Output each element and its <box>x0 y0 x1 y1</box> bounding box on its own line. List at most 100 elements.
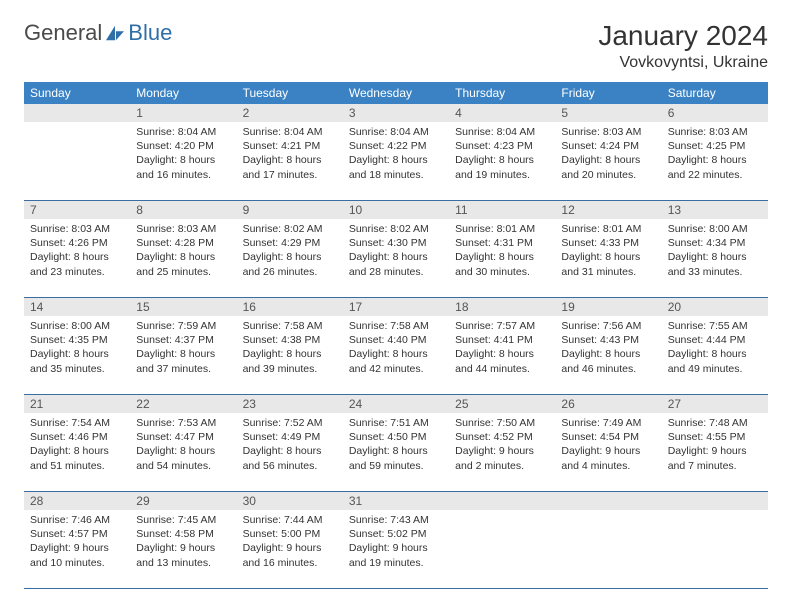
day-info: Sunrise: 7:46 AMSunset: 4:57 PMDaylight:… <box>30 513 124 570</box>
day-info: Sunrise: 7:56 AMSunset: 4:43 PMDaylight:… <box>561 319 655 376</box>
empty-cell <box>24 122 130 200</box>
day-cell: Sunrise: 7:52 AMSunset: 4:49 PMDaylight:… <box>237 413 343 491</box>
day-cell: Sunrise: 7:59 AMSunset: 4:37 PMDaylight:… <box>130 316 236 394</box>
day-info: Sunrise: 7:43 AMSunset: 5:02 PMDaylight:… <box>349 513 443 570</box>
week-row: Sunrise: 7:54 AMSunset: 4:46 PMDaylight:… <box>24 413 768 492</box>
day-info: Sunrise: 8:03 AMSunset: 4:28 PMDaylight:… <box>136 222 230 279</box>
day-cell: Sunrise: 7:48 AMSunset: 4:55 PMDaylight:… <box>662 413 768 491</box>
day-info: Sunrise: 8:01 AMSunset: 4:31 PMDaylight:… <box>455 222 549 279</box>
week-row: Sunrise: 7:46 AMSunset: 4:57 PMDaylight:… <box>24 510 768 589</box>
day-info: Sunrise: 8:00 AMSunset: 4:35 PMDaylight:… <box>30 319 124 376</box>
dow-label: Thursday <box>449 82 555 104</box>
day-info: Sunrise: 8:01 AMSunset: 4:33 PMDaylight:… <box>561 222 655 279</box>
day-info: Sunrise: 8:03 AMSunset: 4:26 PMDaylight:… <box>30 222 124 279</box>
day-cell: Sunrise: 8:02 AMSunset: 4:30 PMDaylight:… <box>343 219 449 297</box>
day-cell: Sunrise: 7:58 AMSunset: 4:38 PMDaylight:… <box>237 316 343 394</box>
day-cell: Sunrise: 8:00 AMSunset: 4:34 PMDaylight:… <box>662 219 768 297</box>
day-number: 14 <box>24 298 130 316</box>
day-number: 16 <box>237 298 343 316</box>
day-cell: Sunrise: 7:55 AMSunset: 4:44 PMDaylight:… <box>662 316 768 394</box>
dow-label: Monday <box>130 82 236 104</box>
day-info: Sunrise: 7:53 AMSunset: 4:47 PMDaylight:… <box>136 416 230 473</box>
day-cell: Sunrise: 8:04 AMSunset: 4:21 PMDaylight:… <box>237 122 343 200</box>
dow-label: Tuesday <box>237 82 343 104</box>
calendar: SundayMondayTuesdayWednesdayThursdayFrid… <box>24 82 768 589</box>
day-number: 21 <box>24 395 130 413</box>
daynum-row: 123456 <box>24 104 768 122</box>
day-cell: Sunrise: 8:03 AMSunset: 4:26 PMDaylight:… <box>24 219 130 297</box>
day-info: Sunrise: 8:03 AMSunset: 4:25 PMDaylight:… <box>668 125 762 182</box>
day-cell: Sunrise: 8:01 AMSunset: 4:33 PMDaylight:… <box>555 219 661 297</box>
day-number: 28 <box>24 492 130 510</box>
day-info: Sunrise: 7:58 AMSunset: 4:38 PMDaylight:… <box>243 319 337 376</box>
week-row: Sunrise: 8:04 AMSunset: 4:20 PMDaylight:… <box>24 122 768 201</box>
day-number <box>662 492 768 510</box>
day-info: Sunrise: 7:49 AMSunset: 4:54 PMDaylight:… <box>561 416 655 473</box>
month-title: January 2024 <box>598 20 768 52</box>
day-info: Sunrise: 7:50 AMSunset: 4:52 PMDaylight:… <box>455 416 549 473</box>
location: Vovkovyntsi, Ukraine <box>598 54 768 72</box>
daynum-row: 21222324252627 <box>24 395 768 413</box>
day-number: 30 <box>237 492 343 510</box>
logo: General Blue <box>24 20 172 46</box>
day-number: 17 <box>343 298 449 316</box>
day-number: 20 <box>662 298 768 316</box>
day-number <box>24 104 130 122</box>
day-number: 25 <box>449 395 555 413</box>
day-number: 12 <box>555 201 661 219</box>
logo-sail-icon <box>104 24 126 42</box>
header: General Blue January 2024 Vovkovyntsi, U… <box>24 20 768 72</box>
empty-cell <box>555 510 661 588</box>
day-number: 19 <box>555 298 661 316</box>
day-number: 27 <box>662 395 768 413</box>
day-cell: Sunrise: 7:44 AMSunset: 5:00 PMDaylight:… <box>237 510 343 588</box>
dow-header-row: SundayMondayTuesdayWednesdayThursdayFrid… <box>24 82 768 104</box>
day-number <box>555 492 661 510</box>
day-info: Sunrise: 8:02 AMSunset: 4:29 PMDaylight:… <box>243 222 337 279</box>
week-row: Sunrise: 8:03 AMSunset: 4:26 PMDaylight:… <box>24 219 768 298</box>
day-cell: Sunrise: 7:51 AMSunset: 4:50 PMDaylight:… <box>343 413 449 491</box>
title-block: January 2024 Vovkovyntsi, Ukraine <box>598 20 768 72</box>
day-number: 9 <box>237 201 343 219</box>
day-cell: Sunrise: 7:56 AMSunset: 4:43 PMDaylight:… <box>555 316 661 394</box>
day-cell: Sunrise: 8:04 AMSunset: 4:23 PMDaylight:… <box>449 122 555 200</box>
day-cell: Sunrise: 8:01 AMSunset: 4:31 PMDaylight:… <box>449 219 555 297</box>
dow-label: Wednesday <box>343 82 449 104</box>
day-cell: Sunrise: 7:54 AMSunset: 4:46 PMDaylight:… <box>24 413 130 491</box>
day-info: Sunrise: 8:04 AMSunset: 4:22 PMDaylight:… <box>349 125 443 182</box>
day-number: 6 <box>662 104 768 122</box>
day-info: Sunrise: 7:59 AMSunset: 4:37 PMDaylight:… <box>136 319 230 376</box>
logo-text-2: Blue <box>128 20 172 46</box>
day-info: Sunrise: 7:57 AMSunset: 4:41 PMDaylight:… <box>455 319 549 376</box>
dow-label: Friday <box>555 82 661 104</box>
day-cell: Sunrise: 8:03 AMSunset: 4:24 PMDaylight:… <box>555 122 661 200</box>
day-info: Sunrise: 7:55 AMSunset: 4:44 PMDaylight:… <box>668 319 762 376</box>
day-info: Sunrise: 7:45 AMSunset: 4:58 PMDaylight:… <box>136 513 230 570</box>
day-number: 29 <box>130 492 236 510</box>
day-number: 8 <box>130 201 236 219</box>
week-row: Sunrise: 8:00 AMSunset: 4:35 PMDaylight:… <box>24 316 768 395</box>
logo-text-1: General <box>24 20 102 46</box>
day-number: 31 <box>343 492 449 510</box>
day-number: 1 <box>130 104 236 122</box>
dow-label: Sunday <box>24 82 130 104</box>
day-cell: Sunrise: 8:00 AMSunset: 4:35 PMDaylight:… <box>24 316 130 394</box>
day-cell: Sunrise: 7:45 AMSunset: 4:58 PMDaylight:… <box>130 510 236 588</box>
day-number <box>449 492 555 510</box>
day-number: 23 <box>237 395 343 413</box>
day-number: 7 <box>24 201 130 219</box>
day-number: 4 <box>449 104 555 122</box>
day-number: 13 <box>662 201 768 219</box>
day-info: Sunrise: 8:04 AMSunset: 4:21 PMDaylight:… <box>243 125 337 182</box>
day-cell: Sunrise: 7:53 AMSunset: 4:47 PMDaylight:… <box>130 413 236 491</box>
day-number: 10 <box>343 201 449 219</box>
day-cell: Sunrise: 7:46 AMSunset: 4:57 PMDaylight:… <box>24 510 130 588</box>
day-number: 11 <box>449 201 555 219</box>
dow-label: Saturday <box>662 82 768 104</box>
day-info: Sunrise: 8:02 AMSunset: 4:30 PMDaylight:… <box>349 222 443 279</box>
day-info: Sunrise: 8:00 AMSunset: 4:34 PMDaylight:… <box>668 222 762 279</box>
day-cell: Sunrise: 8:04 AMSunset: 4:20 PMDaylight:… <box>130 122 236 200</box>
day-cell: Sunrise: 8:02 AMSunset: 4:29 PMDaylight:… <box>237 219 343 297</box>
day-info: Sunrise: 7:54 AMSunset: 4:46 PMDaylight:… <box>30 416 124 473</box>
day-number: 15 <box>130 298 236 316</box>
